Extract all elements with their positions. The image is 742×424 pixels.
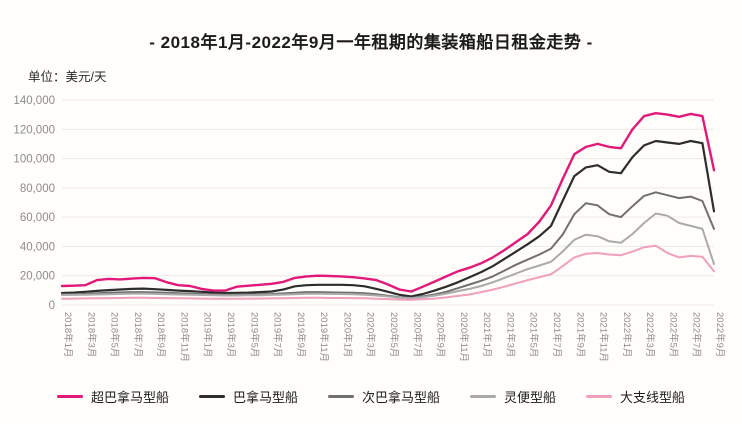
x-tick-label: 2022年3月: [644, 312, 656, 357]
x-tick-label: 2018年7月: [132, 312, 144, 357]
x-tick-label: 2018年11月: [178, 312, 190, 362]
x-tick-label: 2018年3月: [85, 312, 97, 357]
legend-label-super_panamax: 超巴拿马型船: [90, 390, 169, 405]
x-tick-label: 2021年7月: [551, 312, 563, 357]
chart-title: - 2018年1月-2022年9月一年租期的集装箱船日租金走势 -: [149, 33, 593, 52]
x-tick-label: 2021年1月: [481, 312, 493, 357]
x-tick-label: 2022年1月: [621, 312, 633, 357]
x-tick-label: 2020年11月: [458, 312, 470, 362]
x-tick-label: 2018年9月: [155, 312, 167, 357]
legend-label-sub_panamax: 次巴拿马型船: [361, 390, 440, 405]
y-tick-label: 60,000: [20, 212, 55, 224]
legend: 超巴拿马型船 巴拿马型船 次巴拿马型船 灵便型船 大支线型船: [0, 387, 742, 406]
series-line-handy: [61, 212, 715, 300]
y-tick-label: 80,000: [20, 183, 55, 195]
y-tick-label: 40,000: [20, 241, 55, 253]
legend-item-feeder: 大支线型船: [586, 387, 685, 406]
x-tick-label: 2019年11月: [318, 312, 330, 362]
series-line-feeder: [61, 244, 715, 301]
x-tick-label: 2018年5月: [109, 312, 121, 357]
x-tick-label: 2021年9月: [574, 312, 586, 357]
y-tick-label: 120,000: [13, 124, 55, 136]
x-tick-label: 2021年5月: [528, 312, 540, 357]
x-tick-label: 2019年3月: [225, 312, 237, 357]
y-tick-label: 100,000: [13, 154, 55, 166]
legend-label-panamax: 巴拿马型船: [232, 390, 298, 405]
legend-item-super_panamax: 超巴拿马型船: [56, 387, 169, 406]
legend-label-feeder: 大支线型船: [620, 390, 686, 405]
x-tick-label: 2019年5月: [248, 312, 260, 357]
x-tick-label: 2020年5月: [388, 312, 400, 357]
x-tick-label: 2021年11月: [598, 312, 610, 362]
legend-swatch-super_panamax: [56, 395, 83, 398]
legend-swatch-feeder: [586, 395, 613, 398]
legend-swatch-panamax: [198, 395, 225, 398]
y-tick-label: 140,000: [13, 95, 55, 107]
legend-swatch-sub_panamax: [327, 395, 354, 398]
x-tick-label: 2022年7月: [691, 312, 703, 357]
legend-item-panamax: 巴拿马型船: [198, 387, 298, 406]
series-line-super_panamax: [60, 111, 716, 293]
series-line-panamax: [60, 139, 716, 298]
legend-label-handy: 灵便型船: [504, 390, 557, 405]
x-tick-label: 2020年7月: [411, 312, 423, 357]
x-tick-label: 2018年1月: [62, 312, 74, 357]
x-tick-label: 2022年9月: [714, 312, 726, 357]
x-tick-label: 2022年5月: [667, 312, 679, 357]
x-tick-label: 2019年9月: [295, 312, 307, 357]
legend-item-sub_panamax: 次巴拿马型船: [327, 387, 440, 406]
legend-swatch-handy: [470, 395, 496, 398]
unit-label: 单位：美元/天: [28, 70, 107, 84]
x-tick-label: 2019年7月: [272, 312, 284, 357]
x-tick-label: 2020年9月: [435, 312, 447, 357]
legend-item-handy: 灵便型船: [470, 387, 556, 406]
x-tick-label: 2020年3月: [365, 312, 377, 357]
x-tick-label: 2021年3月: [504, 312, 516, 357]
x-tick-label: 2020年1月: [341, 312, 353, 357]
series-line-sub_panamax: [61, 191, 715, 299]
y-tick-label: 0: [49, 300, 55, 312]
x-tick-label: 2019年1月: [202, 312, 214, 357]
y-tick-label: 20,000: [20, 271, 55, 283]
